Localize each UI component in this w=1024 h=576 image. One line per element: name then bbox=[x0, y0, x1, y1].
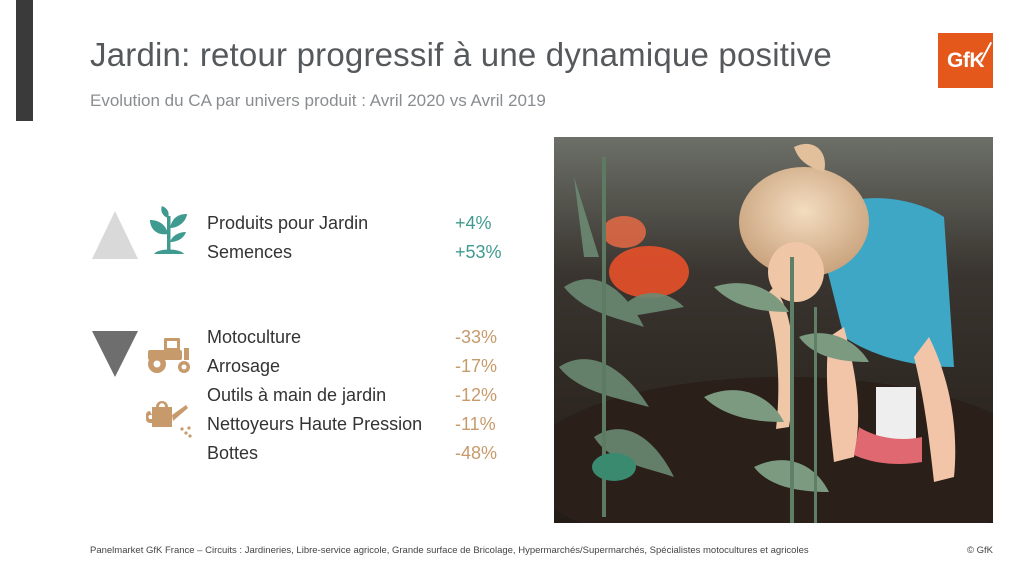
gfk-logo: GfK bbox=[938, 33, 993, 88]
row-value-produits-jardin: +4% bbox=[455, 213, 492, 233]
row-value-semences: +53% bbox=[455, 242, 502, 262]
row-value-nettoyeurs: -11% bbox=[455, 414, 496, 434]
source-footnote: Panelmarket GfK France – Circuits : Jard… bbox=[90, 545, 809, 556]
tractor-icon bbox=[148, 338, 190, 373]
row-value-arrosage: -17% bbox=[455, 356, 498, 376]
plant-icon bbox=[150, 206, 187, 254]
watering-can-icon bbox=[146, 401, 192, 438]
triangle-up-icon bbox=[92, 211, 138, 259]
row-label-produits-jardin: Produits pour Jardin bbox=[207, 213, 369, 233]
row-label-motoculture: Motoculture bbox=[207, 327, 302, 347]
row-value-outils: -12% bbox=[455, 385, 498, 405]
triangle-down-icon bbox=[92, 331, 138, 377]
row-value-motoculture: -33% bbox=[455, 327, 498, 347]
garden-child-photo bbox=[554, 137, 993, 523]
row-label-arrosage: Arrosage bbox=[207, 356, 281, 376]
accent-bar bbox=[16, 0, 33, 121]
logo-text: GfK bbox=[947, 48, 985, 72]
row-value-bottes: -48% bbox=[455, 443, 498, 463]
row-label-bottes: Bottes bbox=[207, 443, 259, 463]
row-label-nettoyeurs: Nettoyeurs Haute Pression bbox=[207, 414, 423, 434]
copyright-text: © GfK bbox=[967, 545, 994, 556]
page-subtitle: Evolution du CA par univers produit : Av… bbox=[90, 91, 546, 110]
page-title: Jardin: retour progressif à une dynamiqu… bbox=[90, 36, 832, 73]
row-label-outils: Outils à main de jardin bbox=[207, 385, 387, 405]
row-label-semences: Semences bbox=[207, 242, 293, 262]
